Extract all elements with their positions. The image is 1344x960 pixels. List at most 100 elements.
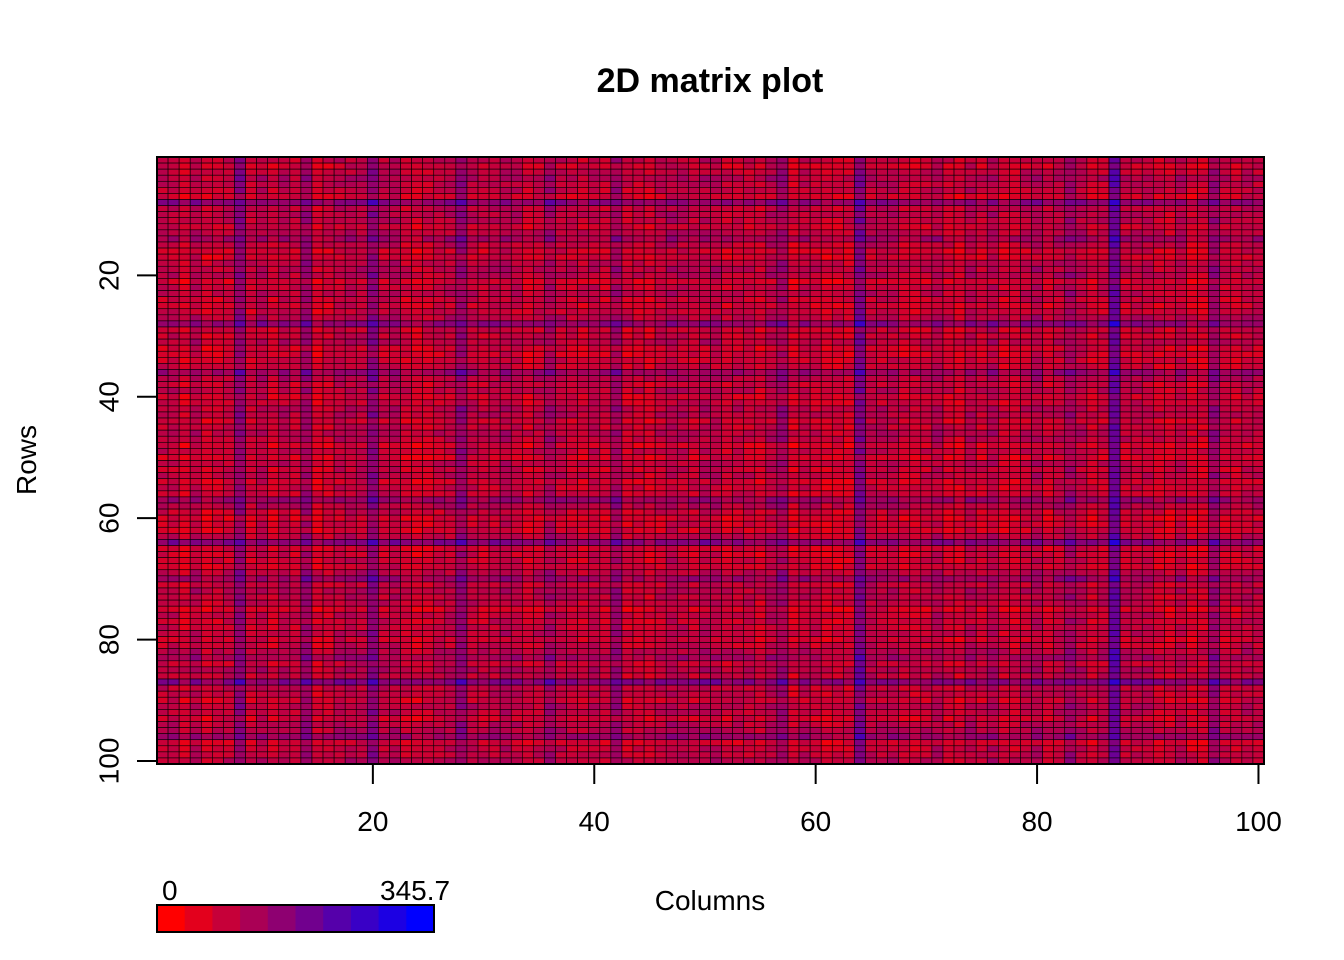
heatmap-cell bbox=[1230, 381, 1243, 388]
heatmap-cell bbox=[688, 363, 700, 370]
heatmap-cell bbox=[477, 259, 490, 267]
heatmap-cell bbox=[975, 393, 988, 401]
heatmap-cell bbox=[1241, 320, 1254, 328]
heatmap-cell bbox=[654, 302, 667, 310]
heatmap-cell bbox=[809, 162, 822, 170]
heatmap-cell bbox=[355, 199, 368, 206]
heatmap-cell bbox=[433, 241, 446, 249]
heatmap-cell bbox=[610, 168, 623, 176]
heatmap-cell bbox=[344, 180, 357, 188]
heatmap-cell bbox=[466, 435, 479, 443]
heatmap-cell bbox=[1241, 387, 1254, 395]
heatmap-cell bbox=[765, 290, 778, 297]
heatmap-cell bbox=[389, 272, 401, 279]
heatmap-cell bbox=[167, 381, 180, 388]
heatmap-cell bbox=[311, 162, 324, 170]
heatmap-cell bbox=[599, 265, 612, 273]
heatmap-cell bbox=[378, 296, 390, 303]
heatmap-cell bbox=[1130, 235, 1143, 243]
heatmap-cell bbox=[212, 387, 224, 395]
heatmap-cell bbox=[212, 375, 224, 382]
heatmap-cell bbox=[854, 393, 866, 401]
heatmap-cell bbox=[411, 423, 423, 431]
heatmap-cell bbox=[322, 423, 335, 431]
heatmap-cell bbox=[998, 235, 1010, 243]
heatmap-cell bbox=[1053, 235, 1066, 243]
heatmap-cell bbox=[920, 308, 933, 316]
heatmap-cell bbox=[333, 180, 346, 188]
heatmap-cell bbox=[1031, 168, 1043, 176]
heatmap-cell bbox=[953, 205, 966, 212]
heatmap-cell bbox=[267, 411, 280, 419]
heatmap-cell bbox=[256, 308, 269, 316]
heatmap-cell bbox=[865, 332, 877, 340]
heatmap-cell bbox=[1153, 411, 1165, 419]
heatmap-cell bbox=[156, 393, 169, 401]
heatmap-cell bbox=[676, 180, 689, 188]
heatmap-cell bbox=[876, 253, 888, 261]
heatmap-cell bbox=[212, 381, 224, 388]
heatmap-cell bbox=[887, 308, 899, 316]
heatmap-cell bbox=[333, 187, 346, 194]
heatmap-cell bbox=[367, 387, 379, 395]
heatmap-cell bbox=[344, 411, 357, 419]
heatmap-cell bbox=[710, 253, 722, 261]
heatmap-cell bbox=[942, 332, 955, 340]
heatmap-cell bbox=[931, 338, 944, 346]
heatmap-cell bbox=[831, 357, 844, 364]
heatmap-cell bbox=[267, 387, 280, 395]
heatmap-cell bbox=[1020, 272, 1032, 279]
heatmap-cell bbox=[311, 405, 324, 413]
heatmap-cell bbox=[831, 435, 844, 443]
heatmap-cell bbox=[1064, 454, 1077, 461]
heatmap-cell bbox=[942, 344, 955, 352]
heatmap-cell bbox=[1097, 350, 1110, 358]
heatmap-cell bbox=[688, 393, 700, 401]
heatmap-cell bbox=[577, 253, 590, 261]
heatmap-cell bbox=[610, 363, 623, 370]
heatmap-cell bbox=[289, 290, 302, 297]
heatmap-cell bbox=[577, 168, 590, 176]
heatmap-cell bbox=[1119, 193, 1132, 200]
heatmap-cell bbox=[178, 435, 191, 443]
heatmap-cell bbox=[1020, 302, 1032, 310]
heatmap-cell bbox=[798, 265, 811, 273]
heatmap-cell bbox=[1097, 205, 1110, 212]
heatmap-cell bbox=[843, 290, 855, 297]
heatmap-cell bbox=[234, 290, 246, 297]
heatmap-cell bbox=[1042, 435, 1054, 443]
heatmap-cell bbox=[355, 284, 368, 291]
heatmap-cell bbox=[776, 235, 789, 243]
heatmap-cell bbox=[1219, 211, 1232, 219]
heatmap-cell bbox=[942, 162, 955, 170]
heatmap-cell bbox=[444, 302, 457, 310]
heatmap-cell bbox=[300, 411, 313, 419]
heatmap-cell bbox=[732, 211, 745, 219]
heatmap-cell bbox=[876, 229, 888, 237]
heatmap-cell bbox=[599, 338, 612, 346]
heatmap-cell bbox=[610, 265, 623, 273]
heatmap-cell bbox=[499, 423, 512, 431]
heatmap-cell bbox=[256, 259, 269, 267]
heatmap-cell bbox=[411, 187, 423, 194]
heatmap-cell bbox=[455, 417, 468, 425]
heatmap-cell bbox=[444, 168, 457, 176]
heatmap-cell bbox=[1053, 363, 1066, 370]
heatmap-cell bbox=[278, 229, 291, 237]
heatmap-cell bbox=[1042, 338, 1054, 346]
heatmap-cell bbox=[422, 174, 435, 182]
heatmap-cell bbox=[854, 423, 866, 431]
heatmap-cell bbox=[732, 399, 745, 407]
heatmap-cell bbox=[909, 363, 922, 370]
heatmap-cell bbox=[1241, 235, 1254, 243]
heatmap-cell bbox=[887, 296, 899, 303]
heatmap-cell bbox=[1186, 199, 1198, 206]
heatmap-cell bbox=[986, 448, 999, 455]
heatmap-cell bbox=[300, 235, 313, 243]
heatmap-cell bbox=[189, 387, 202, 395]
heatmap-cell bbox=[721, 308, 733, 316]
heatmap-cell bbox=[1141, 417, 1154, 425]
heatmap-cell bbox=[654, 393, 667, 401]
heatmap-cell bbox=[256, 296, 269, 303]
heatmap-cell bbox=[820, 441, 833, 449]
